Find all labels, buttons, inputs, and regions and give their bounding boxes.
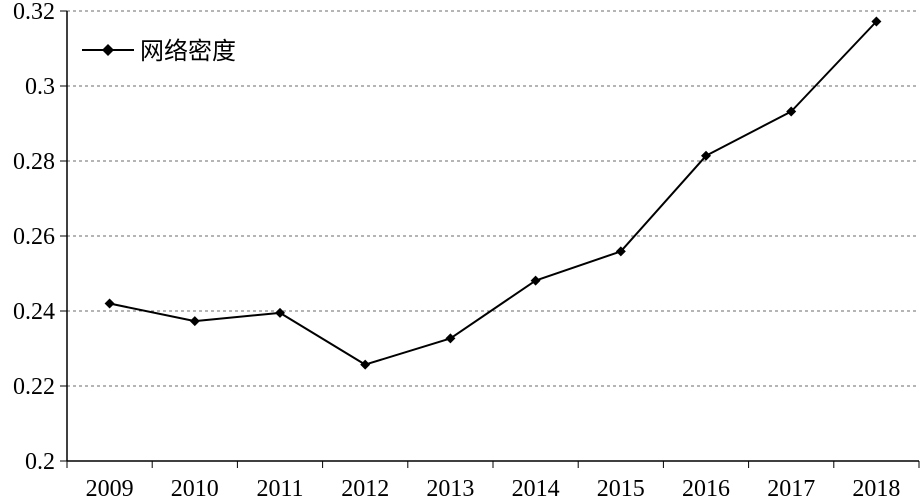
x-tick-labels: 2009 2010 2011 2012 2013 2014 2015 2016 2017 2018 <box>86 476 901 498</box>
x-tick-label: 2017 <box>767 476 815 498</box>
gridlines <box>67 10 919 387</box>
series-line <box>109 20 878 366</box>
data-point <box>871 16 882 27</box>
data-point <box>189 316 200 327</box>
y-tick-label: 0.26 <box>13 224 55 250</box>
x-tick-label: 2015 <box>597 476 645 498</box>
data-point <box>445 333 456 344</box>
y-tick-label: 0.28 <box>13 149 55 175</box>
data-point <box>530 275 541 286</box>
legend-diamond-marker <box>102 44 114 56</box>
y-tick-label: 0.2 <box>25 449 55 475</box>
x-tick-label: 2018 <box>852 476 900 498</box>
axes <box>60 10 920 468</box>
data-point <box>786 106 797 117</box>
x-tick-label: 2011 <box>256 476 303 498</box>
y-tick-label: 0.22 <box>13 374 55 400</box>
legend: 网络密度 <box>82 37 236 65</box>
x-tick-label: 2009 <box>86 476 134 498</box>
y-tick-label: 0.3 <box>25 74 55 100</box>
x-tick-label: 2016 <box>682 476 730 498</box>
series-network-density <box>104 16 882 370</box>
legend-label: 网络密度 <box>140 37 236 65</box>
data-point <box>104 298 115 309</box>
x-tick-label: 2013 <box>426 476 474 498</box>
data-point <box>275 307 285 318</box>
x-tick-label: 2010 <box>171 476 219 498</box>
y-tick-label: 0.32 <box>13 0 55 25</box>
y-tick-label: 0.24 <box>13 299 55 325</box>
x-tick-label: 2014 <box>512 476 560 498</box>
x-tick-label: 2012 <box>341 476 389 498</box>
data-point <box>615 246 626 257</box>
data-point <box>360 359 371 370</box>
y-tick-labels: 0.2 0.22 0.24 0.26 0.28 0.3 0.32 <box>13 0 55 475</box>
data-point <box>701 150 711 161</box>
